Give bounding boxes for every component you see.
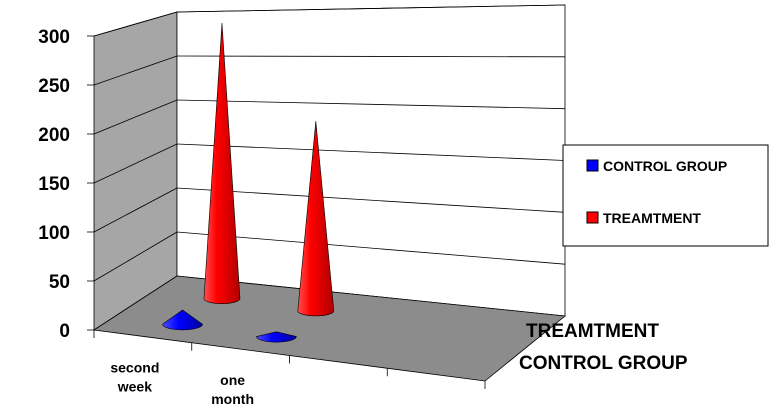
depth-label-control: CONTROL GROUP — [519, 353, 688, 374]
x-category-label-line: second — [110, 359, 159, 375]
gridline-back — [176, 187, 566, 213]
cone-treatment-1 — [297, 121, 335, 317]
x-category-label: one month — [211, 372, 254, 407]
gridline-side — [93, 187, 178, 233]
y-tick-label: 150 — [38, 174, 70, 195]
y-tick-label: 300 — [38, 27, 70, 48]
gridline-side — [93, 99, 178, 135]
gridline-back — [176, 143, 566, 161]
gridline-side — [93, 143, 178, 184]
y-tick-label: 250 — [38, 76, 70, 97]
gridline-back — [176, 4, 566, 13]
x-category-label-line: month — [211, 391, 254, 407]
x-category-label: second week — [110, 359, 159, 394]
x-category-label-line: week — [117, 378, 152, 394]
gridline-side — [93, 11, 178, 37]
gridline-back — [176, 55, 566, 58]
legend-label-control: CONTROL GROUP — [603, 158, 727, 174]
y-tick-label: 100 — [38, 223, 70, 244]
gridline-back — [176, 231, 566, 265]
legend-swatch-control — [586, 159, 599, 172]
cone-control-1 — [256, 331, 297, 343]
legend-swatch-treatment — [586, 211, 599, 224]
gridline-side — [93, 55, 178, 86]
gridline-side — [93, 231, 178, 282]
cone-control-0 — [162, 309, 203, 331]
x-category-label-line: one — [220, 372, 245, 388]
side-wall — [93, 11, 178, 331]
depth-label-treatment: TREAMTMENT — [526, 321, 659, 342]
y-tick-label: 50 — [49, 272, 70, 293]
legend: CONTROL GROUP TREAMTMENT — [562, 144, 769, 247]
y-tick-label: 0 — [59, 321, 70, 342]
gridline-back — [176, 99, 566, 110]
y-tick-label: 200 — [38, 125, 70, 146]
cone-treatment-0 — [203, 23, 241, 304]
legend-label-treatment: TREAMTMENT — [603, 210, 701, 226]
